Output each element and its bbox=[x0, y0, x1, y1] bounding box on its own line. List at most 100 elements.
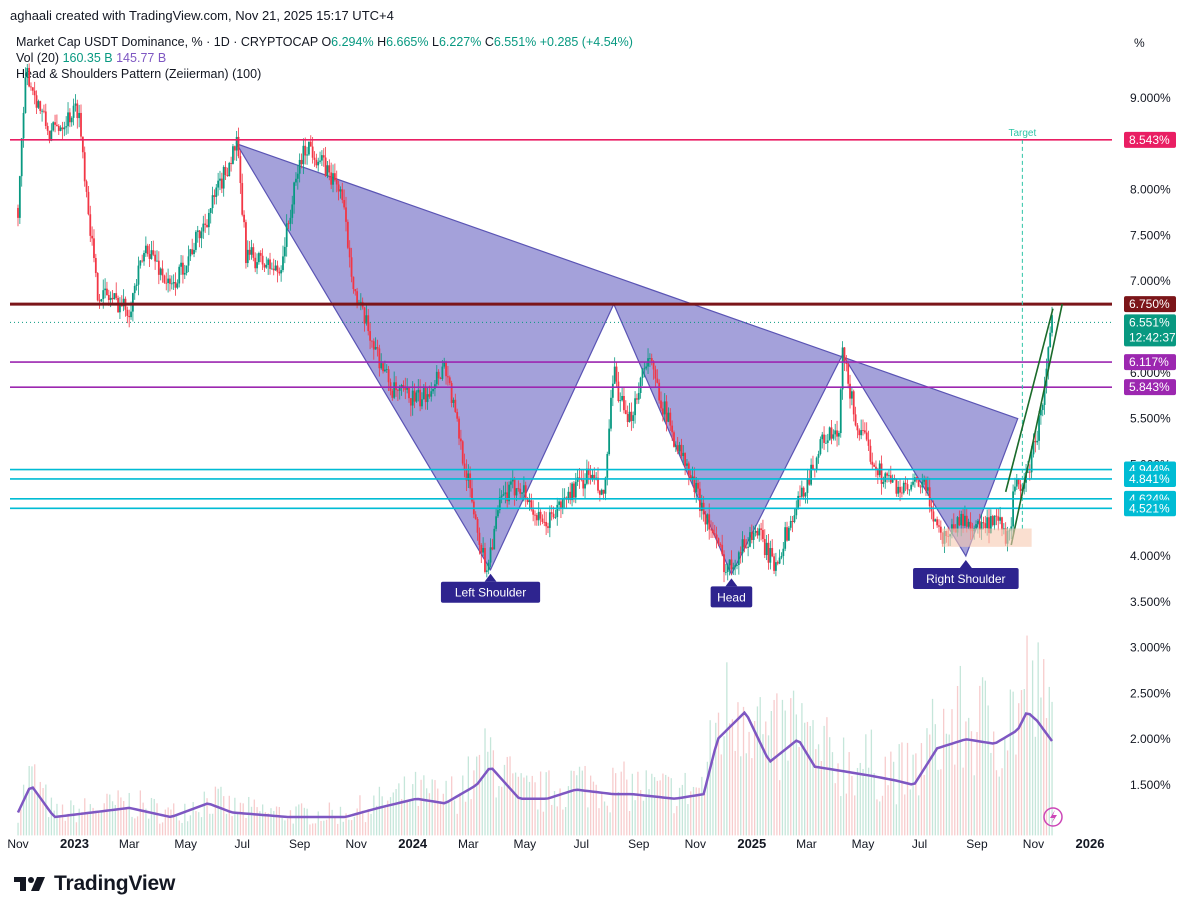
volume-bar bbox=[570, 770, 572, 836]
volume-bar bbox=[1029, 714, 1031, 836]
candle-body bbox=[561, 498, 564, 509]
candle-body bbox=[663, 401, 666, 415]
volume-bar bbox=[1031, 660, 1034, 836]
volume-bar bbox=[309, 824, 311, 836]
volume-bar bbox=[842, 737, 845, 836]
candle-body bbox=[891, 478, 894, 483]
candle-body bbox=[823, 434, 825, 443]
volume-bar bbox=[200, 817, 203, 836]
volume-label: Vol (20) bbox=[16, 51, 60, 65]
candle-body bbox=[385, 369, 388, 371]
candle-body bbox=[20, 138, 23, 177]
candle-body bbox=[144, 245, 147, 254]
candle-body bbox=[87, 191, 90, 215]
volume-bar bbox=[551, 804, 553, 836]
volume-bar bbox=[489, 737, 492, 836]
candle-body bbox=[517, 488, 520, 490]
candle-body bbox=[802, 487, 805, 497]
candle-body bbox=[233, 146, 236, 151]
volume-bar bbox=[798, 747, 800, 836]
candle-body bbox=[895, 478, 898, 494]
symbol-row[interactable]: Market Cap USDT Dominance, % · 1D · CRYP… bbox=[16, 34, 633, 50]
candle-body bbox=[886, 473, 888, 476]
volume-bar bbox=[993, 731, 995, 836]
tradingview-brand[interactable]: TradingView bbox=[54, 872, 176, 895]
candle-body bbox=[189, 249, 192, 257]
candle-body bbox=[838, 433, 840, 437]
candle-body bbox=[50, 130, 53, 141]
candle-body bbox=[230, 162, 233, 164]
volume-bar bbox=[67, 813, 69, 836]
candle-body bbox=[699, 488, 701, 511]
candle-body bbox=[552, 513, 555, 518]
volume-bar bbox=[870, 729, 873, 836]
volume-bar bbox=[915, 753, 917, 836]
volume-bar bbox=[815, 749, 817, 836]
candle-body bbox=[789, 520, 792, 528]
candle-body bbox=[534, 514, 536, 516]
volume-bar bbox=[981, 677, 984, 836]
volume-bar bbox=[542, 811, 545, 836]
x-tick-label: Nov bbox=[685, 837, 706, 851]
volume-bar bbox=[692, 786, 695, 836]
volume-bar bbox=[323, 820, 325, 836]
volume-bar bbox=[631, 773, 633, 836]
breakout-zone bbox=[941, 528, 1032, 547]
volume-bar bbox=[495, 797, 497, 836]
volume-bar bbox=[95, 810, 97, 836]
candle-body bbox=[326, 165, 329, 176]
high-label: H bbox=[377, 35, 387, 49]
indicator-row[interactable]: Head & Shoulders Pattern (Zeiierman) (10… bbox=[16, 66, 633, 82]
volume-bar bbox=[587, 807, 589, 836]
volume-bar bbox=[98, 811, 100, 836]
candle-body bbox=[821, 434, 824, 440]
candle-body bbox=[988, 517, 990, 534]
volume-bar bbox=[339, 806, 342, 836]
volume-bar bbox=[334, 816, 336, 836]
candle-body bbox=[637, 392, 640, 400]
candle-body bbox=[758, 528, 761, 536]
volume-bar bbox=[817, 744, 820, 836]
volume-bar bbox=[75, 822, 78, 836]
volume-bar bbox=[595, 784, 597, 836]
candle-body bbox=[106, 288, 108, 296]
candle-body bbox=[83, 152, 86, 182]
volume-bar bbox=[111, 801, 114, 836]
candle-body bbox=[89, 214, 92, 236]
candle-body bbox=[962, 513, 964, 526]
volume-bar bbox=[537, 809, 539, 836]
candle-body bbox=[745, 547, 748, 549]
candle-body bbox=[554, 517, 557, 518]
volume-row[interactable]: Vol (20) 160.35 B 145.77 B bbox=[16, 50, 633, 66]
candle-body bbox=[306, 154, 308, 156]
candle-body bbox=[632, 415, 635, 422]
candle-body bbox=[975, 524, 977, 528]
volume-bar bbox=[637, 771, 639, 836]
candle-body bbox=[836, 430, 838, 437]
volume-bar bbox=[998, 776, 1000, 836]
candle-body bbox=[591, 474, 594, 479]
candle-body bbox=[372, 341, 375, 350]
candle-body bbox=[1030, 454, 1033, 473]
candle-body bbox=[817, 454, 820, 458]
candle-body bbox=[317, 161, 320, 166]
candle-body bbox=[458, 418, 460, 439]
volume-bar bbox=[353, 816, 356, 836]
candle-body bbox=[185, 265, 188, 273]
volume-bar bbox=[262, 804, 264, 836]
candle-body bbox=[94, 258, 97, 274]
low-value: 6.227% bbox=[438, 35, 482, 49]
volume-bar bbox=[198, 812, 200, 836]
volume-bar bbox=[1012, 691, 1014, 836]
candle-body bbox=[341, 189, 344, 201]
volume-bar bbox=[426, 788, 428, 836]
level-price-badge-box bbox=[1124, 379, 1176, 396]
candle-body bbox=[717, 538, 720, 544]
candle-body bbox=[793, 515, 796, 522]
volume-bar bbox=[626, 779, 628, 836]
candle-body bbox=[734, 565, 737, 568]
x-tick-label: Nov bbox=[346, 837, 367, 851]
candle-body bbox=[724, 571, 727, 573]
candle-body bbox=[978, 521, 981, 530]
